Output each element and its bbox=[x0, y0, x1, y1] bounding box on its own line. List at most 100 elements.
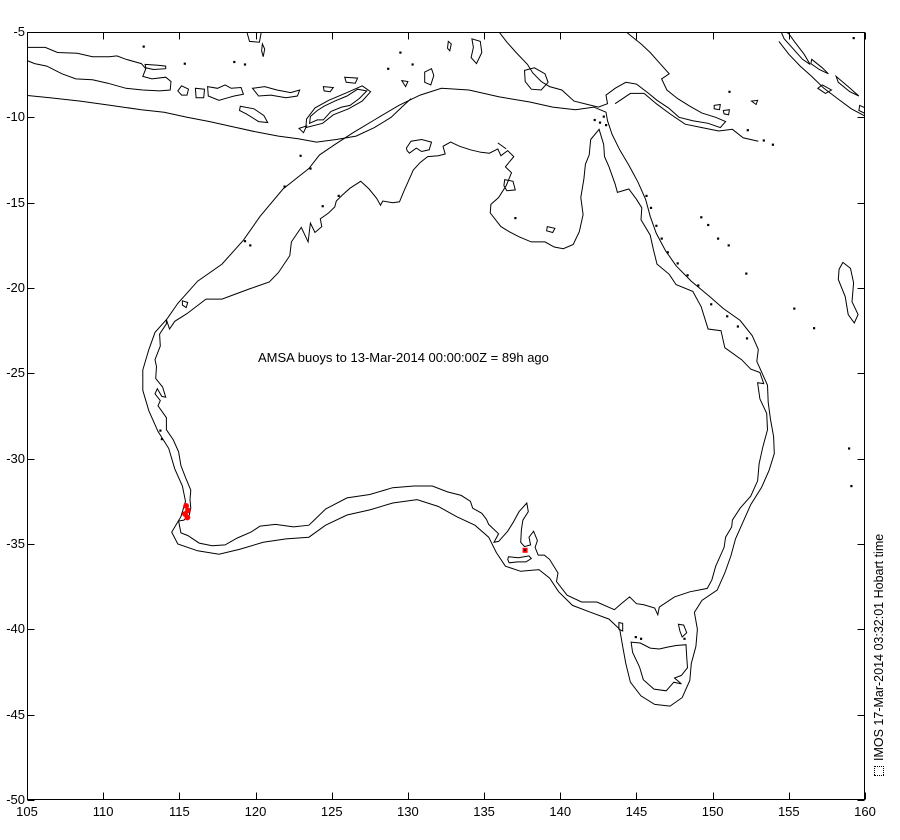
coastline-dolak-island bbox=[523, 67, 549, 91]
island-speck bbox=[683, 637, 686, 640]
coastline-sulawesi-tip bbox=[246, 32, 262, 43]
x-tick-label: 145 bbox=[625, 804, 648, 819]
island-speck bbox=[666, 251, 669, 254]
coastline-timor bbox=[309, 88, 368, 125]
island-speck bbox=[243, 240, 247, 243]
island-speck bbox=[728, 90, 731, 93]
y-tick-label: -25 bbox=[6, 365, 25, 381]
island-speck bbox=[399, 51, 402, 54]
coastline-kangaroo-island bbox=[507, 555, 533, 564]
coastline-aru bbox=[470, 38, 483, 65]
coastline-timor-shelf-contour bbox=[305, 85, 372, 129]
island-speck bbox=[249, 244, 252, 247]
coastline-flores bbox=[251, 86, 301, 99]
island-speck bbox=[411, 63, 414, 66]
coastline-png-south-shelf-contour bbox=[614, 92, 759, 142]
coastline-dentrecasteaux-1 bbox=[713, 103, 721, 111]
coastlines-layer bbox=[27, 32, 865, 707]
island-speck bbox=[745, 337, 749, 340]
island-speck bbox=[660, 237, 663, 240]
island-speck bbox=[707, 223, 710, 227]
y-tick-label: -50 bbox=[6, 792, 25, 807]
y-tick-label: -5 bbox=[13, 24, 25, 39]
coastline-sumbawa bbox=[207, 84, 245, 101]
island-speck bbox=[736, 325, 739, 328]
island-speck bbox=[387, 67, 390, 70]
x-tick-label: 115 bbox=[168, 804, 190, 819]
y-tick-label: -40 bbox=[6, 621, 25, 637]
coastline-chesterfield-contour bbox=[837, 261, 859, 324]
island-speck bbox=[233, 60, 236, 64]
island-speck bbox=[727, 244, 730, 247]
x-tick-label: 105 bbox=[16, 804, 38, 819]
island-speck bbox=[745, 272, 748, 275]
island-speck bbox=[160, 438, 163, 441]
coastline-king-island bbox=[618, 621, 624, 632]
x-tick-label: 155 bbox=[777, 804, 800, 819]
island-speck bbox=[337, 194, 340, 197]
x-tick-label: 150 bbox=[701, 804, 724, 819]
island-speck bbox=[602, 115, 605, 118]
coastline-woodlark bbox=[750, 99, 759, 106]
coastline-selayar bbox=[261, 42, 266, 57]
island-speck bbox=[605, 124, 608, 127]
island-speck bbox=[850, 485, 853, 488]
island-speck bbox=[717, 237, 720, 240]
coastline-java-trench-contour bbox=[27, 94, 412, 143]
coastline-guadalcanal-partial bbox=[858, 104, 865, 114]
annotation-text: AMSA buoys to 13-Mar-2014 00:00:00Z = 89… bbox=[258, 350, 549, 365]
coastline-new-guinea bbox=[498, 32, 727, 129]
island-speck bbox=[813, 327, 816, 330]
buoy-markers-layer bbox=[182, 503, 528, 553]
x-tick-label: 130 bbox=[397, 804, 419, 819]
buoy-marker-sa-center bbox=[524, 549, 526, 551]
island-speck bbox=[634, 636, 637, 639]
coastline-bougainville bbox=[780, 32, 811, 65]
coastline-madura bbox=[144, 63, 167, 71]
island-speck bbox=[649, 206, 653, 209]
coastline-tanimbar bbox=[424, 67, 435, 86]
coastline-wetar bbox=[344, 76, 359, 84]
side-timestamp-label: IMOS 17-Mar-2014 03:32:01 Hobart time bbox=[872, 534, 886, 776]
coastline-wessel-chain bbox=[497, 142, 507, 150]
island-speck bbox=[710, 303, 713, 306]
island-speck bbox=[183, 62, 186, 65]
island-speck bbox=[593, 118, 596, 122]
coastline-dentrecasteaux-2 bbox=[722, 109, 730, 116]
island-speck bbox=[283, 185, 286, 188]
coastline-lombok bbox=[194, 87, 206, 99]
coastline-sumba bbox=[238, 105, 269, 124]
missing-glyph-icon bbox=[874, 766, 884, 776]
island-speck bbox=[762, 139, 765, 142]
y-tick-label: -15 bbox=[6, 194, 25, 210]
island-speck bbox=[848, 447, 851, 450]
y-tick-label: -10 bbox=[6, 109, 25, 125]
coastline-australia-mainland bbox=[154, 128, 769, 617]
y-tick-label: -20 bbox=[6, 280, 25, 295]
island-speck bbox=[159, 429, 162, 432]
coastline-shelf-contour-australia bbox=[142, 87, 775, 707]
island-speck bbox=[243, 63, 247, 66]
island-speck bbox=[640, 637, 643, 640]
island-speck bbox=[142, 45, 145, 48]
island-speck bbox=[645, 194, 648, 197]
x-tick-label: 140 bbox=[549, 804, 572, 819]
coastline-kai bbox=[446, 40, 452, 52]
y-tick-label: -30 bbox=[6, 450, 25, 466]
coastline-barrow-island bbox=[181, 300, 189, 309]
y-tick-label: -35 bbox=[6, 536, 25, 551]
island-speck bbox=[726, 315, 729, 318]
island-speck bbox=[676, 262, 679, 265]
coastline-flinders-island bbox=[677, 623, 688, 638]
island-speck bbox=[598, 121, 602, 124]
island-speck bbox=[700, 216, 703, 219]
side-timestamp-text: IMOS 17-Mar-2014 03:32:01 Hobart time bbox=[872, 533, 886, 761]
coastline-java bbox=[27, 46, 172, 92]
buoy-marker-wa bbox=[184, 514, 191, 521]
x-tick-label: 110 bbox=[92, 804, 114, 819]
buoy-marker-wa bbox=[183, 503, 190, 509]
island-speck bbox=[309, 167, 312, 170]
island-speck bbox=[746, 129, 749, 132]
